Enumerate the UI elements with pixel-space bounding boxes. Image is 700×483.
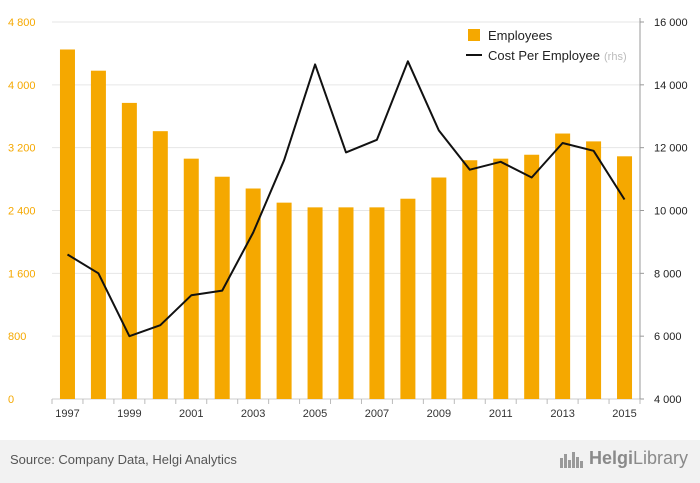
source-note: Source: Company Data, Helgi Analytics (10, 452, 237, 467)
right-tick-label: 8 000 (654, 268, 682, 280)
x-tick-label: 2013 (550, 408, 574, 420)
bar-employees-2009 (431, 178, 446, 399)
brand-part2: Library (633, 448, 688, 468)
chart: 0 800 1 600 2 400 3 200 4 000 4 800 4 000 6 000… (0, 0, 700, 440)
right-tick-label: 16 000 (654, 17, 688, 29)
bar-employees-1999 (122, 103, 137, 399)
legend-label-employees: Employees (488, 28, 553, 43)
left-tick-label: 2 400 (8, 206, 36, 218)
brand-logo: HelgiLibrary (559, 448, 688, 469)
left-tick-label: 3 200 (8, 143, 36, 155)
x-tick-label: 1999 (117, 408, 141, 420)
x-tick-label: 2011 (489, 408, 513, 420)
bar-employees-1998 (91, 71, 106, 399)
legend-label-cost: Cost Per Employee (rhs) (488, 48, 627, 63)
x-tick-label: 2003 (241, 408, 265, 420)
bar-employees-2013 (555, 134, 570, 399)
city-skyline-icon (559, 450, 585, 468)
bar-employees-2014 (586, 141, 601, 399)
brand-name: HelgiLibrary (589, 448, 688, 469)
left-tick-label: 1 600 (8, 268, 36, 280)
brand-part1: Helgi (589, 448, 633, 468)
bar-employees-2010 (462, 160, 477, 399)
bar-employees-2004 (277, 203, 292, 399)
bar-employees-2000 (153, 131, 168, 399)
legend-label-cost-suffix: (rhs) (604, 51, 627, 63)
left-tick-label: 4 800 (8, 17, 36, 29)
bar-employees-1997 (60, 49, 75, 399)
bar-employees-2001 (184, 159, 199, 399)
bar-employees-2011 (493, 159, 508, 399)
x-tick-label: 2009 (427, 408, 451, 420)
x-tick-label: 2005 (303, 408, 327, 420)
bar-employees-2007 (369, 207, 384, 399)
left-tick-label: 0 (8, 394, 14, 406)
footer: Source: Company Data, Helgi Analytics He… (0, 440, 700, 483)
right-tick-label: 10 000 (654, 206, 688, 218)
bar-employees-2006 (339, 207, 354, 399)
bar-employees-2012 (524, 155, 539, 399)
x-tick-label: 2001 (179, 408, 203, 420)
bar-employees-2005 (308, 207, 323, 399)
right-tick-label: 4 000 (654, 394, 682, 406)
legend-label-cost-name: Cost Per Employee (488, 48, 600, 63)
left-tick-label: 800 (8, 331, 26, 343)
x-tick-label: 1997 (55, 408, 79, 420)
bar-employees-2002 (215, 177, 230, 399)
right-tick-label: 12 000 (654, 143, 688, 155)
left-tick-label: 4 000 (8, 80, 36, 92)
legend-swatch-employees (468, 29, 480, 41)
x-tick-label: 2015 (612, 408, 636, 420)
right-tick-label: 14 000 (654, 80, 688, 92)
bar-employees-2008 (400, 199, 415, 399)
right-tick-label: 6 000 (654, 331, 682, 343)
x-tick-label: 2007 (365, 408, 389, 420)
